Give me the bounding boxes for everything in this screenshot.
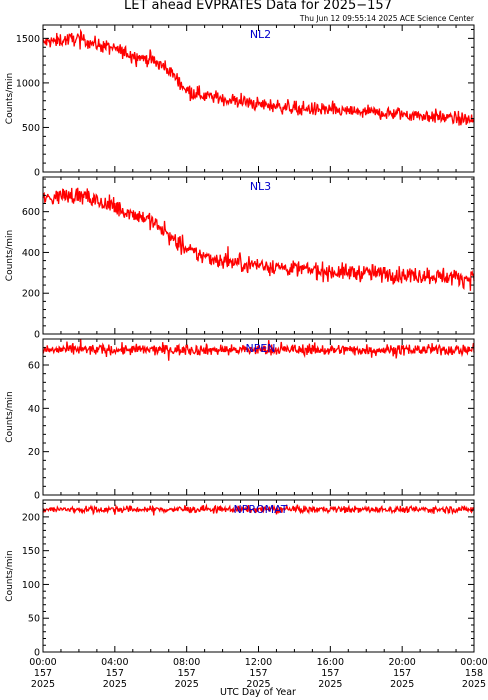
x-tick-label-time: 00:00 — [29, 657, 56, 668]
panel-label: NL2 — [250, 28, 271, 41]
y-tick-label: 60 — [28, 361, 40, 372]
plot-frame — [42, 338, 475, 496]
x-tick-label-doy: 157 — [34, 668, 52, 679]
y-tick-label: 0 — [34, 491, 40, 502]
x-axis-labels: 00:00157202504:00157202508:00157202512:0… — [29, 657, 487, 690]
y-axis-title: Counts/min — [5, 391, 15, 442]
panel-label: NL3 — [250, 180, 271, 193]
y-axis-title: Counts/min — [5, 230, 15, 281]
x-tick-label-doy: 157 — [393, 668, 411, 679]
chart-title: LET ahead EVPRATES Data for 2025−157 — [124, 0, 392, 13]
x-tick-label-year: 2025 — [103, 679, 127, 690]
x-tick-label-doy: 157 — [249, 668, 267, 679]
x-tick-label-time: 08:00 — [173, 657, 200, 668]
timestamp-label: Thu Jun 12 09:55:14 2025 ACE Science Cen… — [299, 14, 475, 23]
x-tick-label-year: 2025 — [31, 679, 55, 690]
x-tick-label-doy: 157 — [178, 668, 196, 679]
x-tick-label-time: 00:00 — [460, 657, 487, 668]
series-line-nl2 — [42, 28, 475, 126]
x-tick-label-time: 20:00 — [388, 657, 415, 668]
y-tick-label: 600 — [22, 207, 40, 218]
x-tick-label-year: 2025 — [318, 679, 342, 690]
y-tick-label: 40 — [28, 404, 40, 415]
x-tick-label-doy: 158 — [465, 668, 483, 679]
panel-npromat: 0 50 100 150 200 Counts/min NPROMAT — [5, 499, 475, 659]
x-axis-title: UTC Day of Year — [220, 687, 296, 698]
y-axis-title: Counts/min — [5, 73, 15, 124]
y-tick-label: 150 — [22, 546, 40, 557]
y-tick-label: 20 — [28, 447, 40, 458]
y-tick-label: 100 — [22, 580, 40, 591]
panel-npen: 0 20 40 60 Counts/min NPEN — [5, 338, 475, 502]
x-tick-label-doy: 157 — [106, 668, 124, 679]
x-tick-label-time: 04:00 — [101, 657, 128, 668]
y-tick-label: 0 — [34, 330, 40, 341]
y-tick-label: 50 — [28, 614, 40, 625]
y-tick-label: 200 — [22, 512, 40, 523]
x-tick-label-year: 2025 — [462, 679, 486, 690]
panel-nl2: 0 500 1000 1500 Counts/min NL2 — [5, 24, 475, 179]
y-tick-label: 200 — [22, 289, 40, 300]
plot-frame — [42, 499, 475, 653]
series-line-npromat — [42, 503, 475, 516]
x-tick-label-year: 2025 — [175, 679, 199, 690]
panel-label: NPEN — [245, 342, 275, 355]
series-line-npen — [42, 339, 475, 361]
y-tick-label: 0 — [34, 168, 40, 179]
panel-nl3: 0 200 400 600 Counts/min NL3 — [5, 176, 475, 341]
y-tick-label: 1500 — [16, 34, 40, 45]
panel-label: NPROMAT — [233, 503, 287, 516]
plot-frame — [42, 176, 475, 335]
y-axis-title: Counts/min — [5, 550, 15, 601]
y-tick-label: 1000 — [16, 78, 40, 89]
plot-frame — [42, 24, 475, 173]
x-tick-label-year: 2025 — [246, 679, 270, 690]
x-tick-label-year: 2025 — [390, 679, 414, 690]
series-line-nl3 — [42, 187, 475, 291]
y-tick-label: 400 — [22, 248, 40, 259]
panels-group: 050010001500Counts/minNL20200400600Count… — [5, 24, 475, 659]
x-tick-label-doy: 157 — [321, 668, 339, 679]
y-tick-label: 0 — [34, 648, 40, 659]
x-tick-label-time: 16:00 — [317, 657, 344, 668]
x-tick-label-time: 12:00 — [245, 657, 272, 668]
y-tick-label: 500 — [22, 123, 40, 134]
